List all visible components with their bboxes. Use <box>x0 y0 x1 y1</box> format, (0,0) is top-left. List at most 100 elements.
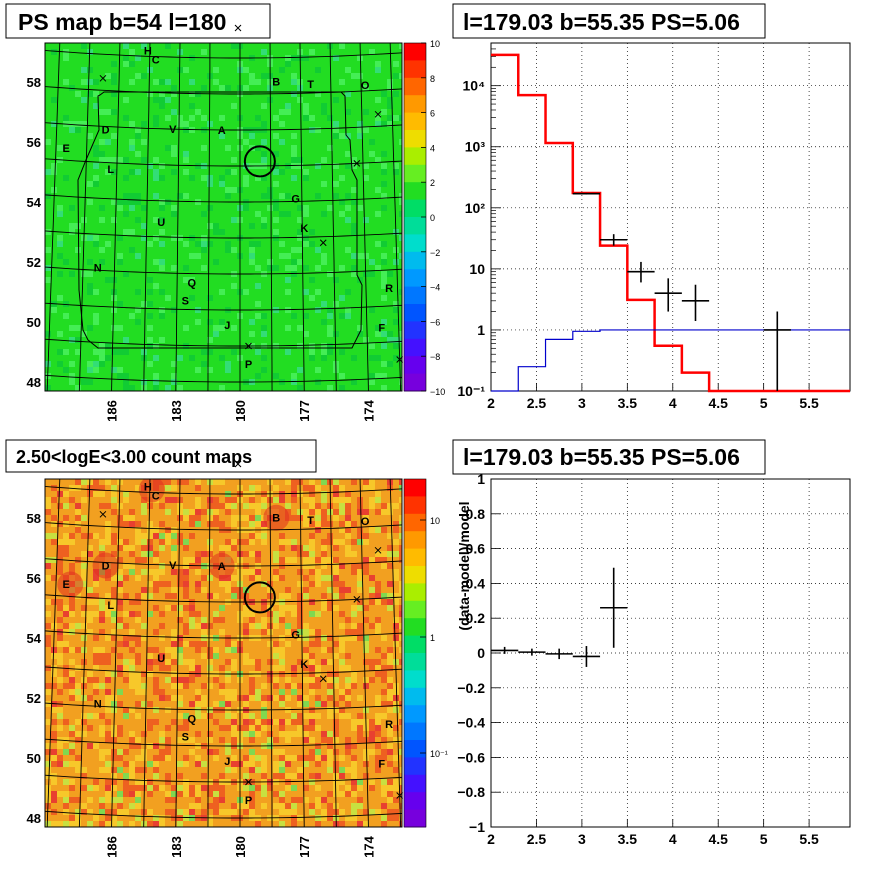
count-map-pixel <box>123 779 129 785</box>
count-map-pixel <box>123 593 129 599</box>
count-map-lon-line <box>207 479 211 827</box>
count-map-pixel <box>339 587 345 593</box>
ps-map-pixel <box>177 355 183 361</box>
count-map-pixel <box>381 779 387 785</box>
count-map-pixel <box>297 581 303 587</box>
ps-map-pixel <box>381 253 387 259</box>
count-map-pixel <box>135 791 141 797</box>
ps-map-pixel <box>69 85 75 91</box>
ps-map-pixel <box>189 355 195 361</box>
count-map-pixel <box>381 749 387 755</box>
count-map-pixel <box>381 593 387 599</box>
count-map-pixel <box>393 707 399 713</box>
ps-map-pixel <box>45 331 51 337</box>
ps-map-pixel <box>393 259 399 265</box>
count-map-pixel <box>369 575 375 581</box>
count-map-pixel <box>303 647 309 653</box>
count-map-pixel <box>195 761 201 767</box>
ps-map-pixel <box>201 175 207 181</box>
ps-map-pixel <box>387 331 393 337</box>
count-map-pixel <box>147 581 153 587</box>
ps-map-pixel <box>381 385 387 391</box>
count-map-pixel <box>291 821 297 827</box>
count-map-pixel <box>249 725 255 731</box>
count-map-pixel <box>357 575 363 581</box>
count-map-pixel <box>393 551 399 557</box>
ps-map-pixel <box>183 325 189 331</box>
ps-map-pixel <box>399 289 402 295</box>
ps-map-pixel <box>171 151 177 157</box>
ps-map-pixel <box>231 187 237 193</box>
ps-map-pixel <box>201 115 207 121</box>
ps-map-pixel <box>93 241 99 247</box>
count-map-pixel <box>165 791 171 797</box>
count-map-pixel <box>165 659 171 665</box>
ps-map-pixel <box>219 319 225 325</box>
count-map-pixel <box>285 539 291 545</box>
count-map-pixel <box>225 695 231 701</box>
count-map-pixel <box>219 689 225 695</box>
count-map-pixel <box>399 719 402 725</box>
count-map-pixel <box>387 605 393 611</box>
ps-map-pixel <box>195 253 201 259</box>
count-map-source-label: J <box>224 756 230 768</box>
count-map-pixel <box>339 755 345 761</box>
count-map-pixel <box>75 521 81 527</box>
ps-map-pixel <box>369 343 375 349</box>
count-map-pixel <box>285 629 291 635</box>
count-map-pixel <box>381 677 387 683</box>
ps-map-pixel <box>111 109 117 115</box>
count-map-pixel <box>321 515 327 521</box>
count-map-colorbar-label: 1 <box>430 633 435 643</box>
count-map-pixel <box>69 623 75 629</box>
ps-map-pixel <box>315 289 321 295</box>
count-map-pixel <box>279 803 285 809</box>
count-map-pixel <box>69 497 75 503</box>
ps-map-source-label: E <box>63 143 70 155</box>
count-map-pixel <box>51 557 57 563</box>
count-map-source-label: P <box>245 795 252 807</box>
count-map-cross <box>99 510 107 518</box>
count-map-lon-line <box>389 479 402 827</box>
count-map-pixel <box>51 575 57 581</box>
count-map-pixel <box>363 533 369 539</box>
ps-map-pixel <box>363 253 369 259</box>
count-map-pixel <box>321 497 327 503</box>
count-map-pixel <box>393 521 399 527</box>
count-map-pixel <box>399 779 402 785</box>
count-map-pixel <box>351 563 357 569</box>
count-map-pixel <box>399 701 402 707</box>
count-map-pixel <box>273 557 279 563</box>
ps-map-pixel <box>315 127 321 133</box>
count-map-pixel <box>135 701 141 707</box>
count-map-pixel <box>147 665 153 671</box>
count-map-pixel <box>213 755 219 761</box>
count-map-pixel <box>291 689 297 695</box>
ps-map-pixel <box>387 271 393 277</box>
count-map-pixel <box>81 647 87 653</box>
count-map-pixel <box>45 683 51 689</box>
ps-map-pixel <box>375 331 381 337</box>
count-map-pixel <box>153 719 159 725</box>
count-map-pixel <box>345 551 351 557</box>
residual-ylabel: (data-model)/model <box>456 501 472 630</box>
ps-map-pixel <box>273 265 279 271</box>
ps-map-pixel <box>219 181 225 187</box>
count-map-pixel <box>111 815 117 821</box>
count-map-pixel <box>141 569 147 575</box>
ps-map-source-label: R <box>385 283 393 295</box>
count-map-pixel <box>369 599 375 605</box>
ps-map-pixel <box>333 163 339 169</box>
count-map-pixel <box>129 803 135 809</box>
count-map-pixel <box>363 485 369 491</box>
ps-map-pixel <box>111 217 117 223</box>
count-map-pixel <box>375 581 381 587</box>
count-map-pixel <box>297 815 303 821</box>
ps-map-pixel <box>219 115 225 121</box>
ps-map-pixel <box>99 157 105 163</box>
count-map-pixel <box>231 689 237 695</box>
ps-map-pixel <box>399 43 402 49</box>
count-map-pixel <box>81 533 87 539</box>
count-map-pixel <box>279 659 285 665</box>
